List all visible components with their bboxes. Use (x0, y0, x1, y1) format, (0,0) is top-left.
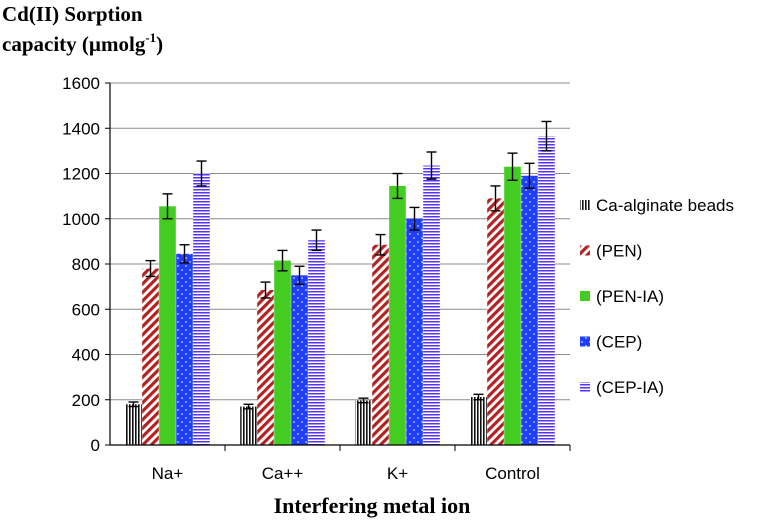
bar (521, 175, 538, 445)
legend-swatch (580, 291, 590, 301)
error-bars (128, 120, 552, 410)
chart-title-line1: Cd(II) Sorption (2, 2, 143, 26)
x-tick-label: Control (485, 464, 540, 483)
bar (240, 406, 257, 445)
bar (125, 404, 142, 445)
bar (176, 253, 193, 445)
y-tick-label: 1000 (62, 210, 100, 229)
bar (389, 185, 406, 445)
legend-label: (CEP) (596, 333, 642, 352)
bar (193, 173, 210, 445)
legend-label: (CEP-IA) (596, 378, 664, 397)
y-tick-label: 600 (72, 300, 100, 319)
y-tick-label: 1200 (62, 165, 100, 184)
x-tick-label: K+ (387, 464, 408, 483)
bar (355, 400, 372, 445)
legend-swatch (580, 336, 590, 347)
y-tick-label: 0 (91, 436, 100, 455)
bar (308, 240, 325, 445)
y-tick-label: 400 (72, 346, 100, 365)
y-axis-ticks: 0 200 400 600 800 1000 1200 1400 1600 (62, 74, 110, 455)
bar (291, 275, 308, 445)
bar (504, 166, 521, 445)
x-tick-label: Ca++ (262, 464, 304, 483)
legend-swatch (580, 245, 590, 256)
bar (470, 397, 487, 445)
legend-label: Ca-alginate beads (596, 196, 734, 215)
x-tick-label: Na+ (152, 464, 184, 483)
bar (372, 244, 389, 445)
y-tick-label: 200 (72, 391, 100, 410)
y-tick-label: 1400 (62, 119, 100, 138)
bar (274, 260, 291, 445)
chart-title-text: capacity (µmolg (2, 32, 146, 56)
bar (257, 290, 274, 445)
bar (142, 268, 159, 445)
legend-swatch (580, 382, 590, 392)
x-axis-ticks: Na+ Ca++ K+ Control (152, 445, 571, 483)
chart-title-superscript: -1 (145, 30, 156, 45)
legend-label: (PEN-IA) (596, 287, 664, 306)
y-tick-label: 800 (72, 255, 100, 274)
chart-title-line2: capacity (µmolg-1) (2, 30, 163, 56)
chart-title-close: ) (156, 32, 163, 56)
bar (538, 136, 555, 445)
bar (406, 218, 423, 445)
legend-label: (PEN) (596, 242, 642, 261)
bar (487, 198, 504, 445)
bar (423, 165, 440, 446)
legend: Ca-alginate beads (PEN) (PEN-IA) (CEP) (CEP-… (580, 196, 734, 397)
bars (125, 136, 555, 446)
y-tick-label: 1600 (62, 74, 100, 93)
x-axis-label: Interfering metal ion (274, 493, 471, 518)
bar (159, 206, 176, 445)
legend-swatch (580, 200, 590, 210)
